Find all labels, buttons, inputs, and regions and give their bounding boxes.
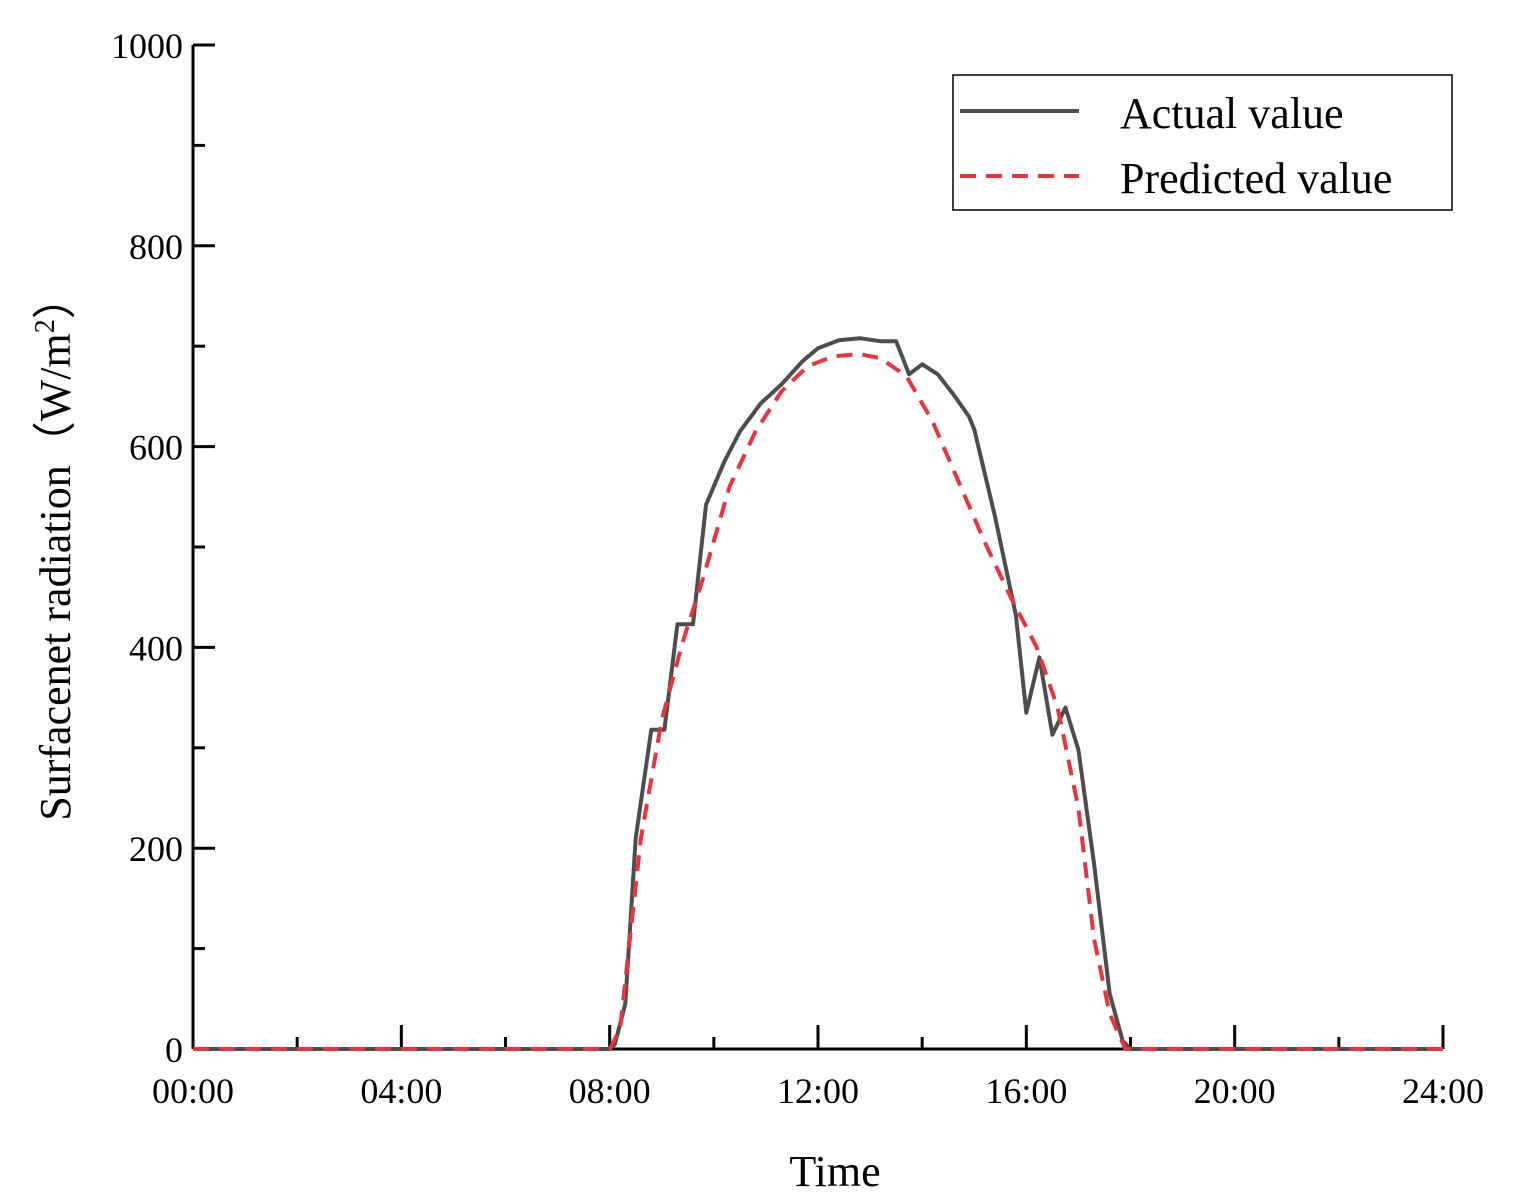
x-tick-label: 00:00 (152, 1071, 234, 1111)
series-line-predicted (193, 352, 1443, 1051)
x-tick-label: 24:00 (1402, 1071, 1484, 1111)
series-line-actual (193, 336, 1443, 1051)
y-tick-label: 1000 (111, 26, 183, 66)
plot-area: 00:00 04:00 08:00 12:00 16:00 20:00 24:00 0 200… (111, 26, 1484, 1111)
series-layer (193, 336, 1443, 1051)
x-tick-label: 12:00 (777, 1071, 859, 1111)
y-tick-label: 800 (129, 227, 183, 267)
y-tick-label: 400 (129, 628, 183, 668)
legend-label-actual: Actual value (1120, 89, 1344, 138)
legend: Actual value Predicted value (952, 74, 1453, 211)
x-tick-label: 08:00 (569, 1071, 651, 1111)
y-axis-title-superscript: 2 (30, 319, 61, 333)
x-tick-label: 16:00 (985, 1071, 1067, 1111)
legend-box (952, 74, 1453, 211)
x-axis-ticks: 00:00 04:00 08:00 12:00 16:00 20:00 24:00 (152, 1025, 1484, 1111)
y-axis-title-main: Surfacenet radiation（W/m (31, 333, 80, 820)
x-tick-label: 04:00 (360, 1071, 442, 1111)
y-axis-title: Surfacenet radiation（W/m2） (30, 275, 80, 820)
y-axis-ticks: 0 200 400 600 800 1000 (111, 26, 215, 1070)
legend-label-predicted: Predicted value (1120, 154, 1392, 203)
y-tick-label: 200 (129, 829, 183, 869)
x-axis-title: Time (789, 1147, 880, 1196)
y-tick-label: 600 (129, 428, 183, 468)
y-tick-label: 0 (165, 1030, 183, 1070)
x-tick-label: 20:00 (1194, 1071, 1276, 1111)
y-axis-title-close: ） (31, 275, 80, 319)
